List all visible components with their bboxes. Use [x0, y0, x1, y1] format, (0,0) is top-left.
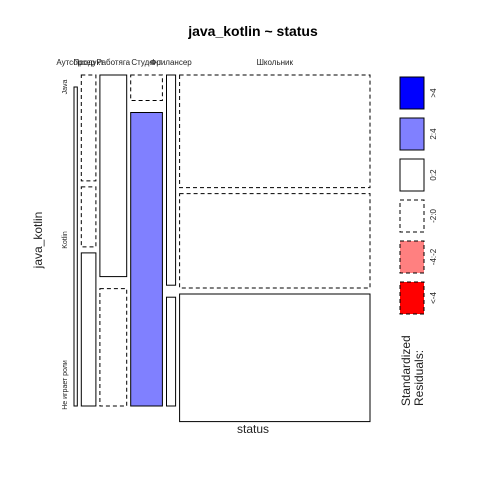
mosaic-cell-аутсорсер-не-играет-роли	[74, 87, 77, 406]
mosaic-cell-продукт-java	[81, 75, 96, 181]
legend-label-3: -2:0	[429, 209, 438, 223]
mosaic-cell-фрилансер-не-играет-роли	[167, 297, 176, 406]
mosaic-cell-студент-не-играет-роли	[131, 113, 163, 407]
column-label-фрилансер: Фрилансер	[150, 58, 192, 67]
legend-label-0: >4	[429, 88, 438, 98]
row-label-не-играет-роли: Не играет роли	[62, 360, 69, 410]
legend-label-1: 2:4	[429, 128, 438, 140]
mosaic-cell-студент-java	[131, 75, 163, 101]
mosaic-cell-фрилансер-java	[167, 75, 176, 285]
column-label-работяга: Работяга	[97, 58, 131, 67]
legend-label-5: <-4	[429, 292, 438, 304]
row-label-kotlin: Kotlin	[62, 231, 69, 249]
legend-label-4: -4:-2	[429, 248, 438, 265]
y-axis-label: java_kotlin	[31, 212, 45, 270]
legend-swatch-3	[400, 200, 424, 232]
mosaic-cells	[74, 75, 370, 422]
legend: >4 2:4 0:2 -2:0 -4:-2 <-4	[400, 77, 438, 314]
mosaic-cell-школьник-java	[180, 75, 370, 188]
legend-swatch-5	[400, 282, 424, 314]
column-label-школьник: Школьник	[257, 58, 294, 67]
row-labels: Java Kotlin Не играет роли	[62, 80, 69, 410]
legend-label-2: 0:2	[429, 169, 438, 181]
legend-swatch-2	[400, 159, 424, 191]
mosaic-cell-работяга-java	[100, 75, 127, 277]
x-axis-label: status	[237, 422, 269, 436]
mosaic-cell-продукт-не-играет-роли	[81, 253, 96, 406]
chart-title: java_kotlin ~ status	[187, 23, 318, 39]
legend-swatch-1	[400, 118, 424, 150]
row-label-java: Java	[62, 80, 69, 95]
legend-swatch-0	[400, 77, 424, 109]
legend-title: StandardizedResiduals:	[399, 335, 426, 406]
mosaic-cell-работяга-не-играет-роли	[100, 289, 127, 406]
mosaic-cell-школьник-kotlin	[180, 194, 370, 288]
legend-swatch-4	[400, 241, 424, 273]
mosaic-cell-школьник-не-играет-роли	[180, 294, 370, 422]
mosaic-cell-продукт-kotlin	[81, 187, 96, 247]
